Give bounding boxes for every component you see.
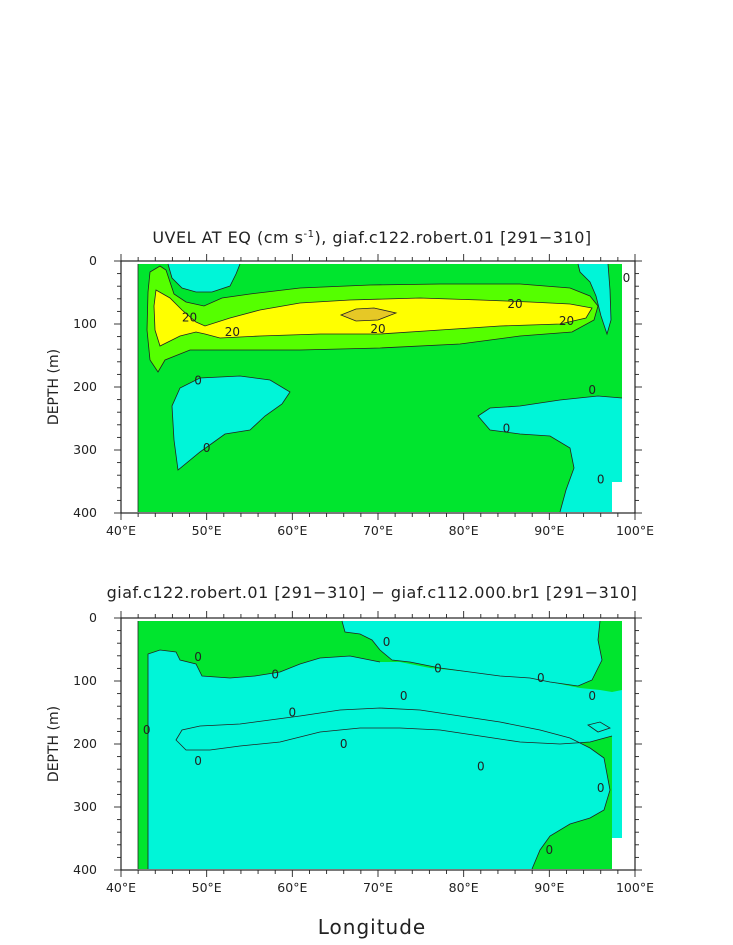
bottom-contour-label: 0: [597, 781, 605, 795]
bottom-contour-label: 0: [588, 689, 596, 703]
top-fill-negative-ne: [578, 264, 611, 334]
top-y-tick-label: 200: [73, 379, 97, 394]
top-panel-contours: [137, 263, 623, 513]
bottom-y-tick-label: 0: [89, 610, 97, 625]
bottom-contour-label: 0: [400, 689, 408, 703]
bottom-contour-label: 0: [194, 754, 202, 768]
bottom-y-axis-label: DEPTH (m): [46, 706, 62, 782]
top-contour-label: 20: [559, 314, 574, 328]
top-x-tick-label: 50°E: [192, 523, 222, 538]
bottom-panel: giaf.c122.robert.01 [291−310] − giaf.c11…: [46, 583, 654, 939]
bottom-fill-negative-right-edge: [612, 690, 622, 838]
bottom-contour-label: 0: [340, 737, 348, 751]
top-panel-title: UVEL AT EQ (cm s-1), giaf.c122.robert.01…: [152, 228, 591, 247]
bottom-contour-0-shallow: [147, 649, 381, 869]
top-contour-0-ne: [577, 263, 612, 336]
bottom-panel-fills: [138, 621, 622, 869]
bottom-contour-0-east: [587, 721, 611, 733]
bottom-x-tick-label: 70°E: [363, 880, 393, 895]
top-panel-fills: [138, 264, 622, 512]
top-contour-0-right-deep: [477, 395, 623, 513]
bottom-contour-0-upper: [341, 620, 603, 687]
bottom-y-tick-label: 300: [73, 799, 97, 814]
top-contour-20: [153, 289, 593, 347]
top-fill-negative-right-deep: [478, 396, 622, 512]
top-contour-label: 20: [225, 325, 240, 339]
top-y-tick-label: 100: [73, 316, 97, 331]
bottom-contour-label: 0: [143, 723, 151, 737]
top-panel-axes: 40°E 50°E 60°E 70°E 80°E 90°E 100°E01002003004…: [73, 253, 654, 538]
bottom-contour-label: 0: [289, 706, 297, 720]
top-y-tick-label: 0: [89, 253, 97, 268]
top-y-tick-label: 400: [73, 505, 97, 520]
top-x-tick-label: 60°E: [277, 523, 307, 538]
bottom-contour-label: 0: [537, 671, 545, 685]
bottom-contour-label: 0: [546, 843, 554, 857]
bottom-contour-label: 0: [434, 661, 442, 675]
bottom-panel-contours: [137, 620, 613, 870]
top-contour-30: [339, 307, 398, 322]
top-x-tick-label: 70°E: [363, 523, 393, 538]
bottom-x-tick-label: 80°E: [449, 880, 479, 895]
bottom-panel-axes: 40°E 50°E 60°E 70°E 80°E 90°E 100°E 0 100 200 300 4…: [73, 610, 654, 895]
bottom-contour-label: 0: [477, 760, 485, 774]
top-contour-0-nw: [167, 263, 241, 293]
top-x-tick-label: 100°E: [616, 523, 654, 538]
top-contour-label: 0: [194, 374, 202, 388]
bottom-y-tick-label: 200: [73, 736, 97, 751]
top-contour-label: 0: [203, 441, 211, 455]
bottom-y-tick-label: 100: [73, 673, 97, 688]
top-y-axis-label: DEPTH (m): [46, 349, 62, 425]
bottom-fill-negative-main: [148, 650, 612, 869]
top-x-tick-label: 90°E: [534, 523, 564, 538]
bottom-contour-0-mid-upper: [175, 707, 613, 870]
bottom-panel-title: giaf.c122.robert.01 [291−310] − giaf.c11…: [107, 583, 638, 602]
bottom-x-tick-label: 50°E: [192, 880, 222, 895]
bottom-x-tick-label: 40°E: [106, 880, 136, 895]
bottom-x-tick-label: 100°E: [616, 880, 654, 895]
top-contour-label: 0: [503, 422, 511, 436]
top-contour-0-left-deep: [171, 375, 291, 471]
top-contour-10: [146, 265, 599, 373]
bottom-contour-label: 0: [194, 650, 202, 664]
top-contour-label: 0: [588, 383, 596, 397]
top-x-tick-label: 40°E: [106, 523, 136, 538]
top-panel: UVEL AT EQ (cm s-1), giaf.c122.robert.01…: [46, 228, 654, 538]
top-contour-label: 20: [370, 322, 385, 336]
top-contour-label: 20: [507, 297, 522, 311]
bottom-fill-negative-upper: [342, 621, 602, 686]
bottom-contour-label: 0: [271, 668, 279, 682]
top-panel-contour-labels: 20 20 20 20 20 0 0 0 0 0 0: [182, 271, 631, 487]
top-contour-label: 20: [182, 311, 197, 325]
top-fill-negative-left-deep: [172, 376, 290, 470]
bottom-x-tick-label: 90°E: [534, 880, 564, 895]
bottom-contour-label: 0: [383, 635, 391, 649]
top-fill-30-plus: [341, 308, 396, 321]
bottom-x-tick-label: 60°E: [277, 880, 307, 895]
top-contour-label: 0: [623, 271, 631, 285]
top-y-tick-label: 300: [73, 442, 97, 457]
bottom-y-tick-label: 400: [73, 862, 97, 877]
bottom-panel-contour-labels: 0 0 0 0 0 0 0 0 0 0 0 0 0 0: [143, 635, 605, 857]
top-contour-label: 0: [597, 473, 605, 487]
top-fill-negative-nw: [168, 264, 240, 292]
x-axis-label: Longitude: [318, 915, 426, 939]
top-x-tick-label: 80°E: [449, 523, 479, 538]
